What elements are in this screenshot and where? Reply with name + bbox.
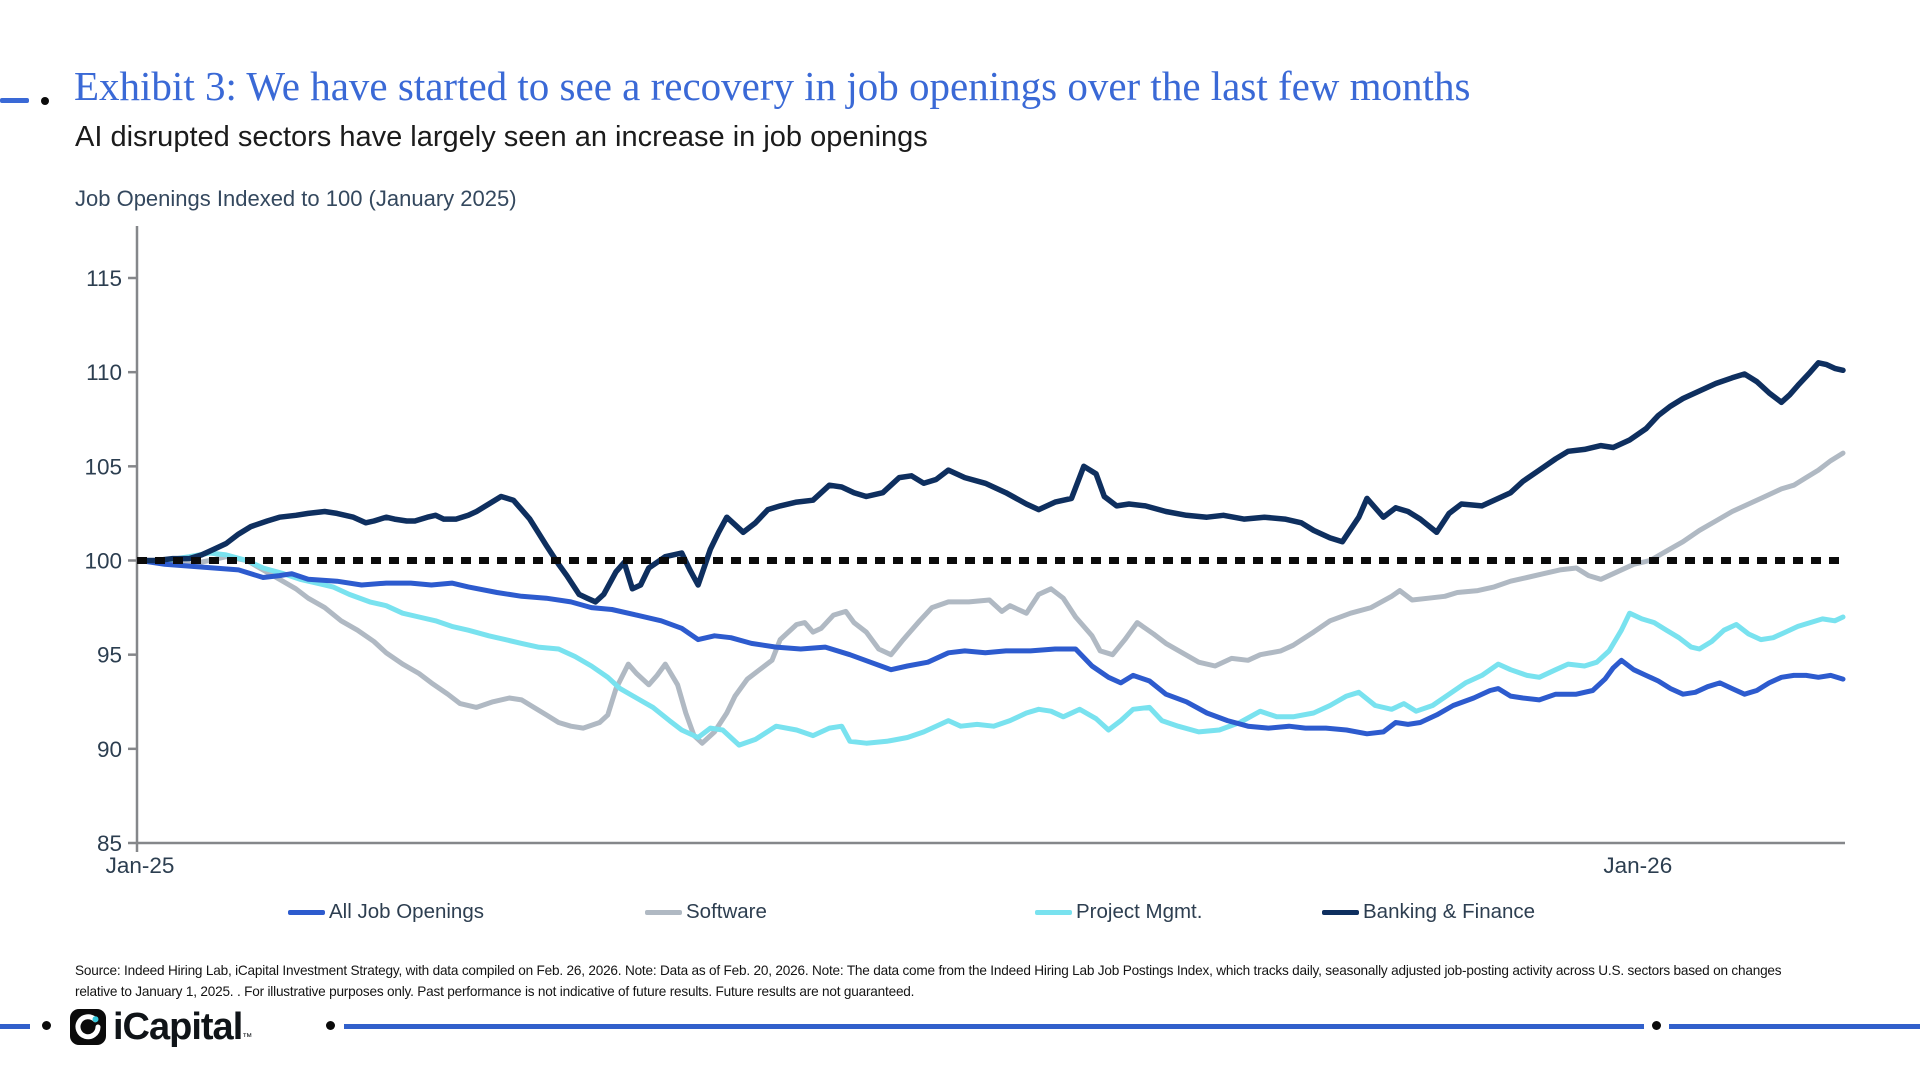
source-note-line1: Source: Indeed Hiring Lab, iCapital Inve… xyxy=(75,963,1782,978)
icapital-logo: iCapital ™ xyxy=(70,1005,290,1048)
footer-dot xyxy=(42,1021,51,1030)
x-tick-label-Jan-25: Jan-25 xyxy=(106,853,175,878)
job-openings-chart: 115 110 105 100 95 90 85 Jan-25 Jan-26 xyxy=(84,226,1846,878)
footer-rule-left xyxy=(0,1024,30,1029)
footer-dot xyxy=(1652,1021,1661,1030)
legend-swatch-navy xyxy=(1322,909,1359,915)
header-accent-line xyxy=(0,98,29,103)
y-tick-label: 110 xyxy=(86,360,122,385)
header-accent-dot xyxy=(41,97,49,105)
legend-item-banking-finance: Banking & Finance xyxy=(1322,900,1535,924)
series-line-all-job-openings xyxy=(137,558,1846,737)
legend-label: All Job Openings xyxy=(329,900,484,923)
page-title: Exhibit 3: We have started to see a reco… xyxy=(74,63,1471,109)
legend-label: Project Mgmt. xyxy=(1076,900,1203,923)
icapital-logo-icon xyxy=(70,1009,106,1045)
y-tick-label: 115 xyxy=(86,266,122,291)
legend-label: Software xyxy=(686,900,767,923)
legend-label: Banking & Finance xyxy=(1363,900,1536,923)
legend-swatch-cyan xyxy=(1035,909,1072,915)
legend-swatch-gray xyxy=(645,909,682,915)
brand-wordmark: iCapital xyxy=(113,1005,243,1048)
series-line-software xyxy=(137,450,1846,746)
page-subtitle: AI disrupted sectors have largely seen a… xyxy=(75,121,928,153)
footer-rule-right xyxy=(1669,1024,1920,1029)
legend-item-all-job-openings: All Job Openings xyxy=(288,900,484,924)
series-line-banking-finance xyxy=(137,360,1846,605)
footer-dot xyxy=(326,1021,335,1030)
y-tick-label: 85 xyxy=(97,831,122,856)
y-tick-label: 105 xyxy=(84,454,122,479)
y-tick-label: 95 xyxy=(97,643,122,668)
y-tick-label: 100 xyxy=(84,549,122,574)
trademark-mark: ™ xyxy=(242,1032,253,1043)
source-note-line2: relative to January 1, 2025. . For illus… xyxy=(75,984,915,999)
series-line-project-mgmt- xyxy=(137,550,1846,748)
legend-item-project-mgmt: Project Mgmt. xyxy=(1035,900,1202,924)
footer-rule-mid xyxy=(344,1024,1644,1029)
legend-item-software: Software xyxy=(645,900,767,924)
y-tick-label: 90 xyxy=(97,737,122,762)
axis-units-note: Job Openings Indexed to 100 (January 202… xyxy=(75,186,517,211)
x-tick-label-Jan-26: Jan-26 xyxy=(1603,853,1672,878)
legend-swatch-blue xyxy=(288,909,325,915)
